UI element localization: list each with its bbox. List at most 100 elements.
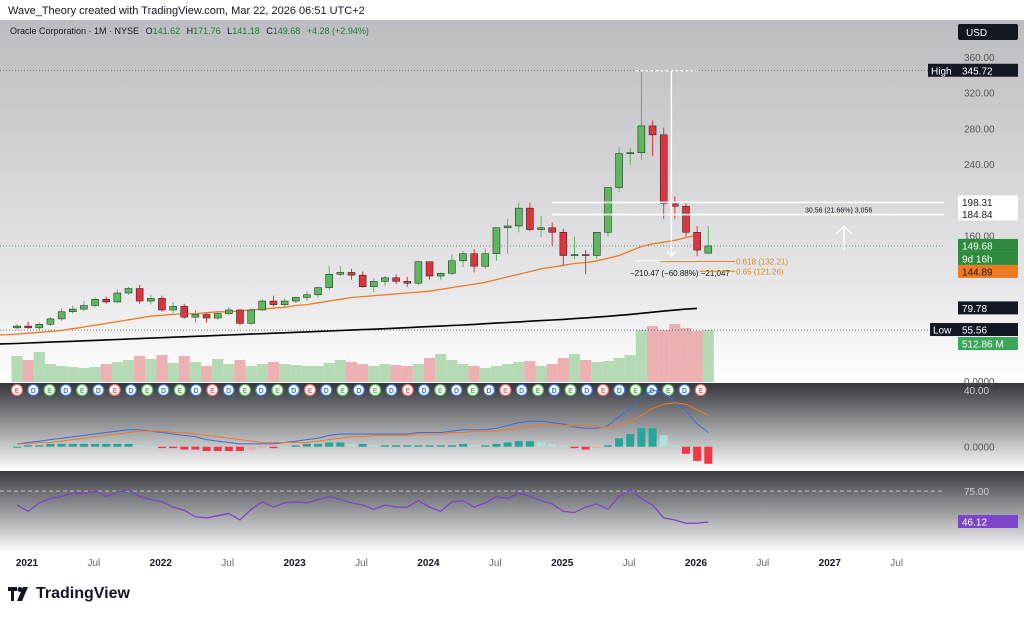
macd-tick-top: 40.00: [964, 386, 989, 397]
candle-body: [492, 227, 501, 254]
candle-body: [682, 206, 690, 233]
candle-body: [626, 152, 634, 154]
candle-body: [615, 153, 623, 188]
event-marker-letter: D: [487, 388, 492, 395]
candle-body: [559, 231, 568, 256]
volume-bar: [568, 354, 581, 382]
macd-hist-bar: [704, 446, 713, 464]
legend-symbol: Oracle Corporation · 1M · NYSE: [10, 26, 139, 36]
volume-bar: [44, 364, 57, 382]
volume-bar: [78, 368, 90, 382]
event-marker-ring: [499, 383, 512, 397]
signal-line: [17, 402, 709, 445]
candle-body: [158, 298, 166, 311]
event-marker: D: [255, 383, 268, 397]
event-marker-ring: [124, 383, 138, 397]
r2-value: 184.84: [962, 210, 993, 221]
event-marker-letter: D: [356, 388, 361, 395]
volume-bar: [524, 361, 536, 382]
macd-hist-bar: [693, 446, 702, 461]
volume-bar: [423, 358, 436, 382]
ma-fast-line: [0, 234, 698, 336]
macd-hist-bar: [146, 446, 155, 448]
countdown-value: 9d 16h: [962, 254, 993, 265]
event-marker-letter: D: [324, 388, 329, 395]
macd-hist-bar: [670, 445, 679, 447]
ma-slow-value-bg: [958, 301, 1018, 315]
event-marker-letter: E: [177, 388, 182, 395]
candle-body: [581, 254, 590, 256]
event-marker: D: [222, 383, 235, 397]
currency-badge[interactable]: USD: [958, 24, 1018, 40]
candle-body: [526, 207, 534, 230]
rsi-line: [16, 489, 709, 524]
volume-bar: [301, 366, 313, 382]
candle-body: [13, 325, 21, 329]
candle-body: [548, 227, 556, 233]
macd-tick-zero: 0.0000: [964, 443, 995, 454]
volume-value-bg: [958, 337, 1018, 351]
candle-body: [35, 324, 44, 329]
macd-hist-bar: [302, 443, 311, 447]
measure-arrow: [666, 250, 676, 258]
macd-hist-bar: [626, 433, 635, 447]
macd-hist-bar: [659, 435, 668, 447]
event-marker-ring: [531, 383, 545, 397]
event-marker: E: [76, 383, 89, 397]
macd-hist-bar: [24, 445, 33, 447]
candle-body: [481, 253, 490, 267]
event-marker-letter: E: [536, 388, 541, 395]
high-tag-bg: [928, 63, 958, 77]
event-marker-ring: [434, 383, 447, 397]
event-marker-letter: D: [389, 388, 394, 395]
volume-bar: [379, 364, 391, 382]
event-marker-letter: D: [31, 388, 36, 395]
volume-bar: [446, 360, 458, 382]
x-tick: Jul: [489, 558, 502, 569]
price-tick: 0.0000: [964, 377, 995, 388]
volume-bar: [546, 364, 558, 382]
event-marker-ring: [10, 383, 24, 397]
fib-0618-label: 0.618 (132.21): [736, 258, 788, 267]
rsi-value-bg: [958, 515, 1018, 529]
event-marker-letter: D: [552, 388, 557, 395]
candle-body: [292, 297, 300, 302]
event-marker: E: [43, 383, 56, 397]
volume-bar: [223, 364, 235, 382]
legend-open-label: O: [146, 26, 153, 36]
event-marker-ring: [369, 383, 382, 397]
candle-body: [169, 306, 177, 311]
candle-body: [470, 253, 478, 267]
event-marker-letter: E: [698, 388, 703, 395]
volume-bar: [11, 356, 23, 382]
tradingview-brand[interactable]: TradingView: [8, 585, 130, 603]
event-marker-ring: [678, 383, 691, 397]
volume-bar: [212, 359, 224, 382]
volume-bar: [580, 360, 592, 382]
event-marker-letter: E: [308, 388, 313, 395]
up-arrow-head: [835, 225, 853, 235]
candle-body: [637, 125, 646, 153]
volume-bar: [100, 364, 112, 382]
macd-hist-bar: [648, 428, 657, 447]
event-marker-letter: D: [617, 388, 622, 395]
volume-bar: [256, 364, 268, 382]
macd-hist-bar: [682, 446, 690, 454]
macd-hist-bar: [548, 443, 557, 447]
volume-bar: [602, 361, 614, 382]
event-marker: E: [108, 383, 121, 397]
macd-hist-bar: [380, 445, 389, 447]
volume-bar: [490, 366, 503, 382]
candle-body: [671, 203, 679, 207]
high-tag: High: [931, 66, 952, 77]
volume-bar: [290, 365, 302, 382]
macd-hist-bar: [79, 443, 88, 447]
rsi-value: 46.12: [962, 518, 987, 529]
event-marker-letter: E: [373, 388, 378, 395]
candle-body: [347, 272, 356, 276]
macd-hist-bar: [559, 445, 568, 447]
volume-bar: [67, 367, 79, 382]
volume-bar: [669, 324, 681, 382]
price-tick: 320.00: [964, 89, 995, 100]
